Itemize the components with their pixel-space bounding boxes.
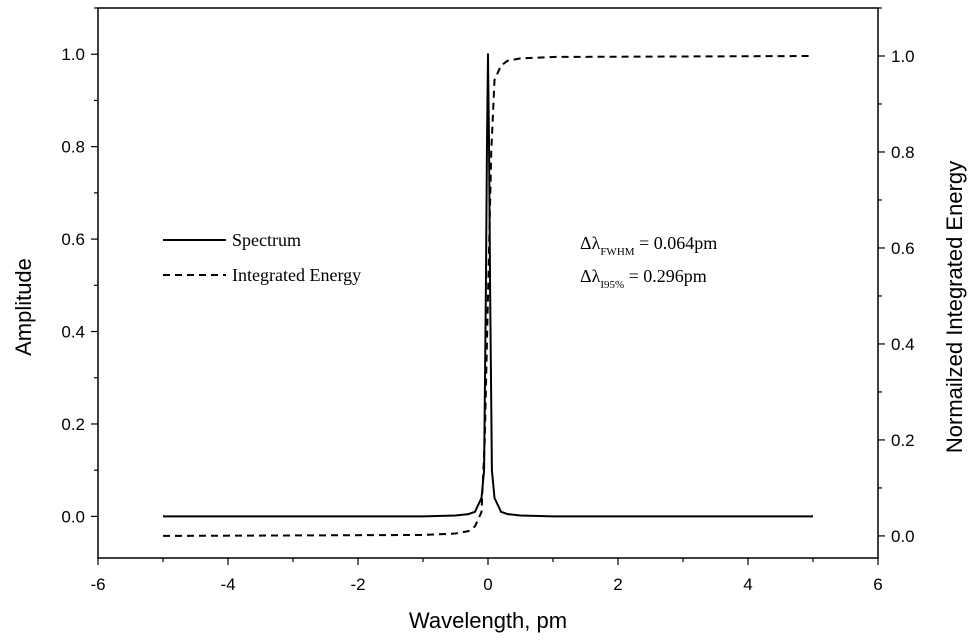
y-tick-label: 0.6 xyxy=(61,230,85,249)
y-tick-label: 0.2 xyxy=(61,415,85,434)
legend-label-spectrum: Spectrum xyxy=(232,230,301,250)
y2-axis-title: Normailzed Integrated Energy xyxy=(942,161,967,453)
annotation-i95-subscript: I95% xyxy=(600,279,624,291)
y2-tick-label: 0.0 xyxy=(891,527,915,546)
series-line-spectrum xyxy=(163,53,813,518)
y2-tick-label: 0.8 xyxy=(891,143,915,162)
x-axis-title: Wavelength, pm xyxy=(409,608,567,633)
annotation-fwhm-symbol: Δλ xyxy=(580,233,601,253)
y-tick-label: 0.4 xyxy=(61,323,85,342)
annotation-i95-value: = 0.296pm xyxy=(624,266,707,286)
annotation-fwhm-subscript: FWHM xyxy=(600,246,634,258)
annotation-fwhm-value: = 0.064pm xyxy=(635,233,718,253)
annotation-i95: ΔλI95% = 0.296pm xyxy=(580,266,707,291)
annotation-fwhm: ΔλFWHM = 0.064pm xyxy=(580,233,717,258)
y2-tick-label: 0.4 xyxy=(891,335,915,354)
annotations: ΔλFWHM = 0.064pm ΔλI95% = 0.296pm xyxy=(580,233,717,291)
x-tick-label: -2 xyxy=(350,575,365,594)
y-axis-title: Amplitude xyxy=(11,258,36,356)
legend: Spectrum Integrated Energy xyxy=(163,230,361,285)
legend-label-integrated-energy: Integrated Energy xyxy=(232,265,361,285)
x-tick-label: -6 xyxy=(90,575,105,594)
y-tick-label: 0.8 xyxy=(61,138,85,157)
y-tick-label: 0.0 xyxy=(61,507,85,526)
y2-tick-label: 1.0 xyxy=(891,47,915,66)
series-line-integrated-energy xyxy=(162,54,814,537)
y2-tick-label: 0.2 xyxy=(891,431,915,450)
y-tick-label: 1.0 xyxy=(61,45,85,64)
annotation-i95-symbol: Δλ xyxy=(580,266,601,286)
axes: -6 -4 -2 0 2 4 6 0.0 0.2 0.4 0.6 0.8 1.0 0.0 0.2 0.4 0.6… xyxy=(61,7,915,594)
y2-tick-label: 0.6 xyxy=(891,239,915,258)
x-tick-label: 0 xyxy=(483,575,492,594)
plot-series xyxy=(162,53,814,537)
x-tick-label: 4 xyxy=(743,575,752,594)
x-tick-label: 6 xyxy=(873,575,882,594)
x-tick-label: -4 xyxy=(220,575,235,594)
x-tick-label: 2 xyxy=(613,575,622,594)
